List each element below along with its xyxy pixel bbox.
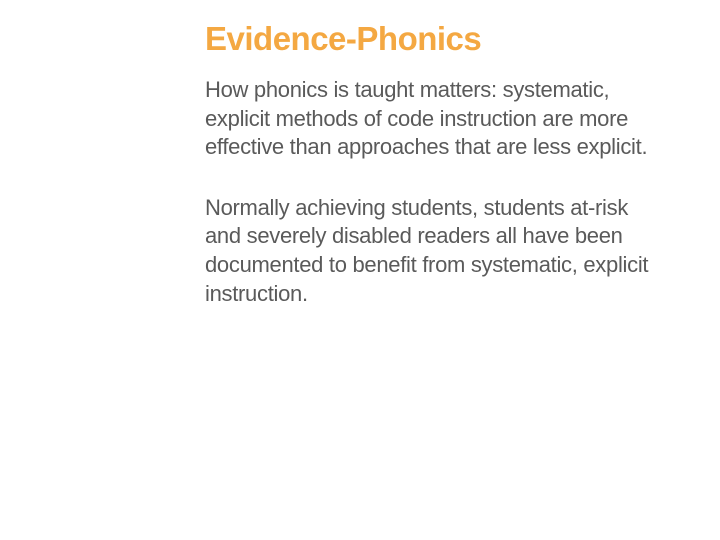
paragraph-1: How phonics is taught matters: systemati… <box>205 76 660 162</box>
slide-title: Evidence-Phonics <box>205 20 660 58</box>
slide-container: Evidence-Phonics How phonics is taught m… <box>0 0 720 540</box>
paragraph-2: Normally achieving students, students at… <box>205 194 660 308</box>
